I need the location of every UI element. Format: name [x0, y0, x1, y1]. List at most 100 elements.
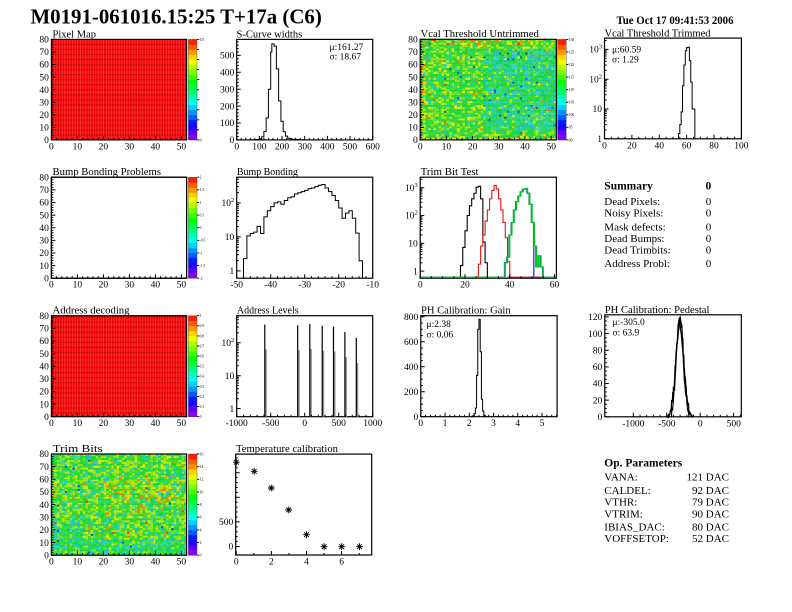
- svg-text:M0191-061016.15:25 T+17a (C6): M0191-061016.15:25 T+17a (C6): [31, 5, 322, 29]
- svg-text:4: 4: [200, 528, 202, 532]
- svg-text:0: 0: [200, 415, 202, 419]
- svg-text:0: 0: [44, 551, 49, 561]
- svg-text:σ: 0.06: σ: 0.06: [427, 331, 454, 341]
- svg-text:50: 50: [177, 419, 187, 429]
- svg-text:20: 20: [39, 388, 49, 398]
- svg-text:CALDEL:: CALDEL:: [604, 485, 650, 497]
- svg-text:0: 0: [706, 207, 712, 219]
- svg-text:300: 300: [220, 85, 235, 95]
- svg-text:60: 60: [39, 337, 49, 347]
- svg-text:120: 120: [569, 63, 575, 67]
- svg-text:-2: -2: [200, 277, 203, 281]
- svg-text:Pixel Map: Pixel Map: [53, 29, 97, 40]
- svg-text:105: 105: [569, 101, 575, 105]
- svg-text:Mask defects:: Mask defects:: [604, 221, 665, 233]
- svg-text:10: 10: [39, 539, 49, 549]
- svg-text:0: 0: [706, 244, 712, 256]
- svg-text:50: 50: [39, 350, 49, 360]
- svg-text:20: 20: [408, 111, 418, 121]
- svg-text:0: 0: [49, 419, 54, 429]
- svg-text:3: 3: [491, 419, 496, 429]
- svg-text:4: 4: [304, 558, 309, 568]
- svg-text:60: 60: [39, 199, 49, 209]
- svg-text:80: 80: [408, 36, 418, 46]
- svg-text:40: 40: [593, 380, 603, 390]
- svg-text:100: 100: [734, 141, 749, 151]
- svg-text:Tue Oct 17 09:41:53 2006: Tue Oct 17 09:41:53 2006: [617, 15, 734, 27]
- svg-text:0: 0: [302, 419, 307, 429]
- svg-text:-50: -50: [230, 281, 243, 291]
- svg-text:80: 80: [39, 312, 49, 322]
- svg-text:σ: 63.9: σ: 63.9: [613, 329, 640, 339]
- svg-text:30: 30: [39, 375, 49, 385]
- svg-text:10: 10: [200, 490, 204, 494]
- svg-text:6: 6: [339, 558, 344, 568]
- svg-text:20: 20: [39, 111, 49, 121]
- svg-text:130: 130: [569, 38, 575, 42]
- svg-text:600: 600: [404, 338, 419, 348]
- svg-text:0.3: 0.3: [200, 385, 205, 389]
- svg-text:30: 30: [125, 281, 135, 291]
- svg-text:50: 50: [408, 73, 418, 83]
- svg-text:0: 0: [49, 558, 54, 568]
- svg-text:S-Curve widths: S-Curve widths: [237, 29, 303, 40]
- svg-text:60: 60: [593, 363, 603, 373]
- svg-text:40: 40: [151, 142, 161, 152]
- svg-text:800: 800: [404, 313, 419, 323]
- svg-text:30: 30: [408, 98, 418, 108]
- svg-text:Trim Bits: Trim Bits: [53, 444, 103, 455]
- svg-text:σ: 18.67: σ: 18.67: [330, 53, 362, 63]
- svg-text:-500: -500: [658, 419, 676, 429]
- svg-text:40: 40: [151, 281, 161, 291]
- svg-text:VTHR:: VTHR:: [604, 497, 637, 509]
- svg-text:20: 20: [468, 142, 478, 152]
- svg-text:Summary: Summary: [604, 180, 653, 192]
- svg-text:-1000: -1000: [226, 419, 248, 429]
- svg-text:0: 0: [418, 142, 423, 152]
- svg-text:80: 80: [39, 173, 49, 183]
- svg-text:1000: 1000: [363, 419, 382, 429]
- svg-text:2: 2: [467, 419, 472, 429]
- svg-text:0: 0: [234, 142, 239, 152]
- svg-text:20: 20: [627, 141, 637, 151]
- svg-text:0: 0: [229, 136, 234, 146]
- svg-text:μ:2.38: μ:2.38: [427, 320, 452, 330]
- svg-text:10: 10: [73, 558, 83, 568]
- svg-text:Vcal Threshold Untrimmed: Vcal Threshold Untrimmed: [421, 29, 540, 40]
- svg-text:60: 60: [39, 476, 49, 486]
- svg-text:8: 8: [200, 503, 202, 507]
- svg-text:0: 0: [49, 281, 54, 291]
- svg-text:0: 0: [706, 196, 712, 208]
- svg-text:Dead Bumps:: Dead Bumps:: [604, 233, 664, 245]
- svg-text:120: 120: [588, 313, 603, 323]
- svg-text:30: 30: [39, 98, 49, 108]
- svg-text:400: 400: [320, 142, 335, 152]
- svg-text:Op. Parameters: Op. Parameters: [604, 458, 682, 470]
- svg-text:0: 0: [706, 180, 712, 192]
- svg-text:1: 1: [413, 267, 418, 277]
- svg-text:10: 10: [39, 262, 49, 272]
- svg-text:20: 20: [99, 558, 109, 568]
- svg-text:40: 40: [520, 142, 530, 152]
- svg-text:2: 2: [200, 176, 202, 180]
- svg-text:-40: -40: [264, 281, 277, 291]
- svg-text:0: 0: [602, 141, 607, 151]
- svg-text:16: 16: [200, 452, 204, 456]
- svg-text:0: 0: [698, 419, 703, 429]
- svg-text:VTRIM:: VTRIM:: [604, 509, 643, 521]
- svg-text:5: 5: [540, 419, 545, 429]
- svg-text:500: 500: [727, 419, 742, 429]
- svg-text:-1.5: -1.5: [200, 264, 206, 268]
- svg-text:10: 10: [73, 142, 83, 152]
- svg-text:Trim Bit Test: Trim Bit Test: [421, 167, 479, 178]
- svg-text:12: 12: [200, 478, 204, 482]
- svg-text:Temperature calibration: Temperature calibration: [236, 444, 339, 455]
- svg-text:1: 1: [229, 405, 234, 415]
- svg-text:1.5: 1.5: [200, 188, 205, 192]
- svg-text:PH Calibration: Gain: PH Calibration: Gain: [421, 305, 511, 316]
- svg-text:μ:60.59: μ:60.59: [612, 45, 641, 55]
- svg-text:40: 40: [505, 281, 515, 291]
- svg-text:0.5: 0.5: [200, 214, 205, 218]
- svg-text:50: 50: [177, 281, 187, 291]
- svg-text:μ:-305.0: μ:-305.0: [613, 318, 646, 328]
